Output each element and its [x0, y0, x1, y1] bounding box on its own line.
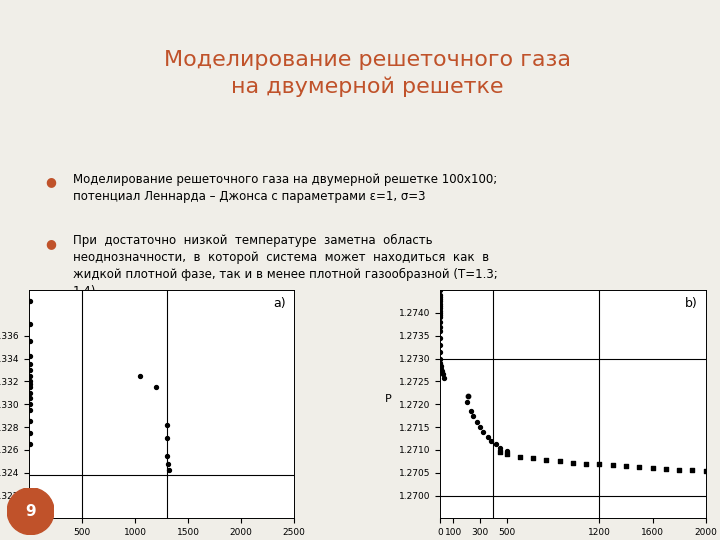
Point: [490, 440, 502, 449]
Point: [435, 327, 446, 335]
Point: [482, 433, 494, 441]
Point: [438, 373, 449, 382]
Point: [467, 411, 479, 420]
Point: [541, 456, 552, 464]
Point: [634, 463, 645, 471]
Point: [24, 337, 35, 346]
Point: [435, 293, 446, 301]
Point: [161, 434, 173, 443]
Point: [435, 308, 446, 317]
Point: [465, 407, 477, 415]
Point: [150, 383, 162, 391]
Point: [435, 299, 446, 308]
Point: [580, 459, 592, 468]
Point: [435, 322, 446, 331]
Text: При  достаточно  низкой  температуре  заметна  область
неоднозначности,  в  кото: При достаточно низкой температуре заметн…: [73, 234, 498, 299]
Point: [435, 286, 446, 294]
Point: [161, 516, 173, 525]
Point: [435, 311, 446, 320]
Point: [462, 392, 474, 400]
Point: [193, 534, 204, 540]
Text: Моделирование решеточного газа на двумерной решетке 100x100;
потенциал Леннарда : Моделирование решеточного газа на двумер…: [73, 173, 497, 202]
Point: [435, 347, 446, 356]
Text: b): b): [685, 297, 698, 310]
Text: a): a): [274, 297, 287, 310]
Point: [567, 458, 579, 467]
Point: [435, 306, 446, 315]
Point: [182, 528, 194, 536]
Point: [700, 467, 711, 476]
Text: ●: ●: [46, 176, 57, 188]
Circle shape: [7, 488, 54, 535]
Point: [687, 466, 698, 475]
Point: [435, 362, 446, 370]
Point: [494, 448, 505, 456]
Point: [24, 372, 35, 380]
Point: [24, 440, 35, 449]
Point: [24, 428, 35, 437]
Point: [24, 406, 35, 414]
Point: [514, 453, 526, 461]
Point: [24, 377, 35, 386]
Point: [461, 397, 472, 406]
Point: [163, 466, 175, 475]
Point: [436, 364, 447, 373]
Point: [594, 460, 606, 469]
Point: [24, 379, 35, 388]
Point: [435, 318, 446, 326]
Point: [501, 450, 513, 459]
Point: [24, 417, 35, 426]
Point: [24, 297, 35, 306]
Point: [435, 304, 446, 313]
Point: [527, 454, 539, 462]
Point: [435, 341, 446, 349]
Point: [24, 400, 35, 409]
Point: [501, 447, 513, 455]
Text: 9: 9: [25, 504, 36, 519]
Point: [435, 297, 446, 306]
Point: [435, 359, 446, 367]
Point: [554, 457, 565, 465]
Point: [435, 295, 446, 303]
Point: [607, 461, 618, 470]
Point: [673, 465, 685, 474]
Point: [24, 394, 35, 403]
Point: [485, 436, 496, 445]
Point: [436, 367, 448, 376]
Point: [472, 418, 483, 427]
Point: [437, 370, 449, 379]
Point: [474, 423, 486, 431]
Point: [162, 459, 174, 468]
Point: [24, 320, 35, 328]
Point: [171, 523, 183, 532]
Point: [161, 451, 173, 460]
Point: [647, 464, 658, 472]
Y-axis label: P: P: [384, 394, 391, 404]
Point: [24, 383, 35, 391]
Point: [435, 290, 446, 299]
Point: [660, 465, 672, 474]
Point: [435, 313, 446, 322]
Point: [435, 354, 446, 363]
Point: [24, 388, 35, 397]
Point: [135, 372, 146, 380]
Point: [620, 462, 631, 471]
Point: [161, 421, 173, 429]
Text: Моделирование решеточного газа
на двумерной решетке: Моделирование решеточного газа на двумер…: [163, 50, 571, 97]
Point: [24, 366, 35, 374]
Point: [477, 427, 488, 436]
Text: ●: ●: [46, 237, 57, 250]
Point: [204, 539, 215, 540]
Point: [24, 352, 35, 361]
Point: [435, 334, 446, 342]
Point: [494, 443, 505, 452]
Point: [435, 302, 446, 310]
Point: [24, 360, 35, 368]
